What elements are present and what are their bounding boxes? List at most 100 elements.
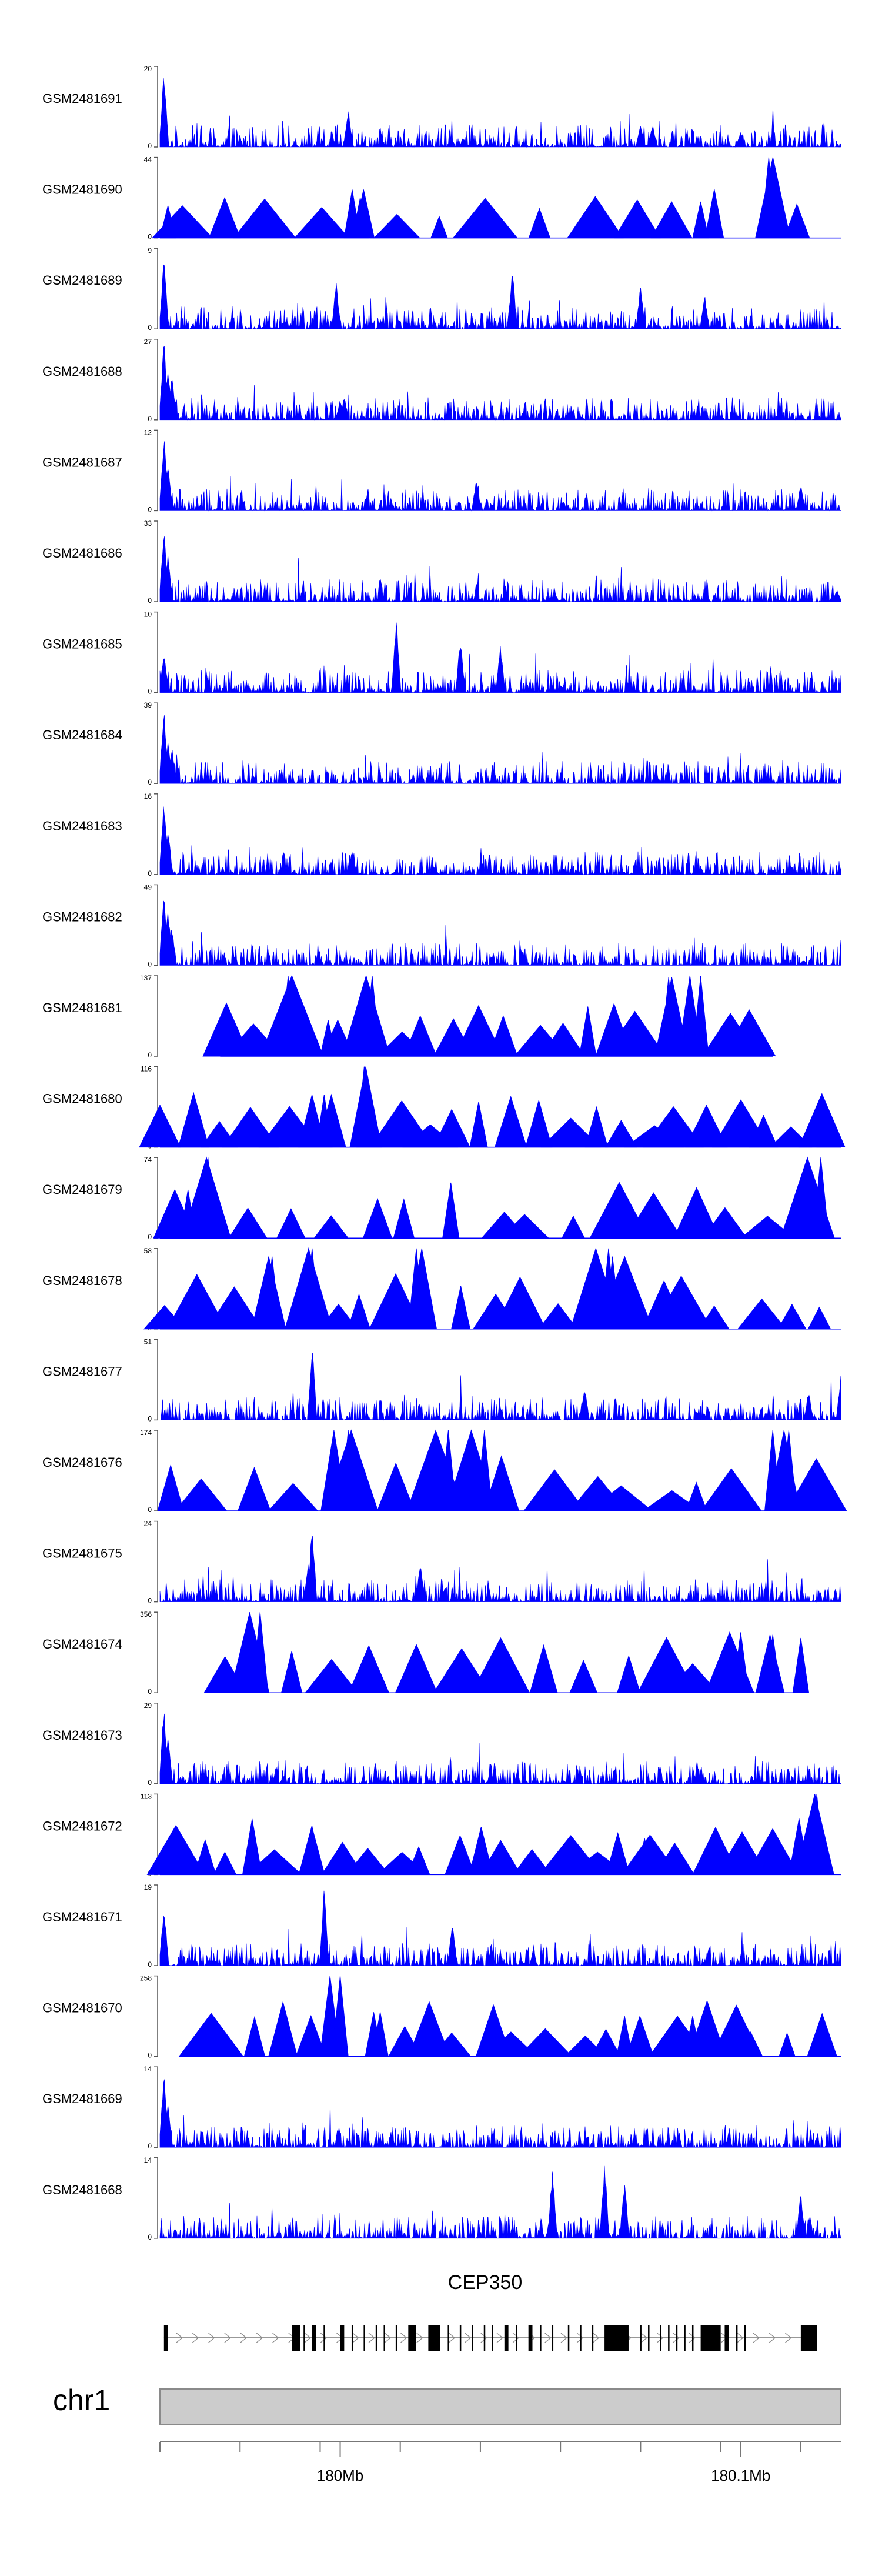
track-GSM2481683: GSM2481683 16 0 [42,792,841,877]
strand-arrow [785,2333,792,2343]
track-max-label: 27 [144,338,152,346]
coverage-area [159,1713,841,1784]
track-GSM2481685: GSM2481685 10 0 [42,610,841,696]
track-GSM2481673: GSM2481673 29 0 [42,1701,841,1787]
gene-name-label: CEP350 [448,2271,523,2294]
coverage-area [159,536,841,603]
track-label: GSM2481679 [42,1182,122,1197]
track-GSM2481680: GSM24816801160 [42,1065,846,1150]
coverage-area [159,806,841,875]
track-label: GSM2481671 [42,1910,122,1924]
gene-exon-small [395,2325,397,2351]
gene-exon-small [580,2325,582,2351]
track-max-label: 116 [141,1065,152,1073]
strand-arrow [593,2333,600,2343]
coverage-area [159,2165,841,2239]
track-label: GSM2481677 [42,1364,122,1379]
genomic-axis: 180Mb 180.1Mb [159,2441,841,2484]
gene-exon-small [447,2325,449,2351]
track-min-label: 0 [148,1687,152,1696]
track-GSM2481690: GSM2481690 44 0 [42,156,841,241]
track-min-label: 0 [148,869,152,877]
track-label: GSM2481681 [42,1000,122,1015]
track-GSM2481669: GSM2481669 14 0 [42,2065,841,2150]
coverage-area [159,345,841,421]
chromosome-label: chr1 [53,2384,110,2417]
track-min-label: 0 [148,505,152,513]
track-GSM2481679: GSM2481679 74 0 [42,1156,841,1241]
track-GSM2481684: GSM2481684 39 0 [42,701,841,786]
track-label: GSM2481674 [42,1637,122,1651]
strand-arrow [737,2333,744,2343]
strand-arrow [352,2333,359,2343]
gene-exon [163,2325,168,2351]
track-max-label: 29 [144,1701,152,1710]
gene-exon-small [684,2325,686,2351]
track-GSM2481686: GSM2481686 33 0 [42,519,841,605]
track-min-label: 0 [148,2233,152,2241]
track-GSM2481676: GSM2481676 174 0 [42,1429,847,1514]
track-GSM2481672: GSM24816721130 [42,1792,841,1877]
strand-arrow [384,2333,392,2343]
track-label: GSM2481668 [42,2183,122,2197]
gene-exon-small [691,2325,694,2351]
track-max-label: 174 [140,1429,152,1437]
track-GSM2481691: GSM2481691 20 0 [42,65,841,150]
gene-exon-small [363,2325,365,2351]
track-min-label: 0 [148,233,152,241]
coverage-area [159,622,841,693]
track-max-label: 49 [144,883,152,891]
track-label: GSM2481669 [42,2091,122,2106]
coverage-area [139,1066,846,1148]
strand-arrow [400,2333,407,2343]
strand-arrow [480,2333,487,2343]
strand-arrow [416,2333,423,2343]
track-min-label: 0 [148,778,152,786]
gene-exon [292,2325,300,2351]
track-GSM2481677: GSM2481677 51 0 [42,1337,841,1423]
coverage-area [146,1794,841,1875]
tracks-layer: GSM2481691200GSM2481690440GSM248168990GS… [42,65,847,2241]
track-max-label: 356 [140,1610,152,1619]
coverage-area [143,1247,841,1330]
strand-arrow [496,2333,503,2343]
track-GSM2481675: GSM2481675 24 0 [42,1520,841,1605]
coverage-area [159,78,841,148]
gene-exon-small [540,2325,542,2351]
track-min-label: 0 [148,415,152,423]
gene-exon [800,2325,817,2351]
track-max-label: 137 [140,974,152,982]
strand-arrow [544,2333,552,2343]
gene-exon-small [383,2325,385,2351]
gene-exon-small [552,2325,554,2351]
track-GSM2481674: GSM2481674 356 0 [42,1610,810,1696]
gene-exon-small [351,2325,353,2351]
strand-arrow [256,2333,263,2343]
strand-arrow [192,2333,199,2343]
gene-exon-small [472,2325,473,2351]
coverage-area [159,900,841,966]
track-GSM2481689: GSM2481689 9 0 [42,246,841,332]
gene-exon [504,2325,509,2351]
strand-arrow [320,2333,328,2343]
strand-arrow [224,2333,231,2343]
track-GSM2481688: GSM2481688 27 0 [42,338,841,423]
coverage-area [151,157,841,239]
strand-arrow [176,2333,183,2343]
track-max-label: 12 [144,428,152,436]
track-label: GSM2481687 [42,455,122,469]
gene-exon [700,2325,721,2351]
gene-exon-small [592,2325,594,2351]
track-min-label: 0 [148,960,152,968]
track-label: GSM2481675 [42,1546,122,1561]
gene-exon [408,2325,416,2351]
track-label: GSM2481672 [42,1818,122,1833]
track-max-label: 9 [148,246,152,255]
gene-exon-small [744,2325,746,2351]
axis-tick-label: 180Mb [317,2467,364,2484]
track-min-label: 0 [148,1233,152,1241]
track-label: GSM2481689 [42,273,122,288]
gene-exon [340,2325,345,2351]
track-max-label: 58 [144,1247,152,1255]
track-max-label: 51 [144,1337,152,1346]
